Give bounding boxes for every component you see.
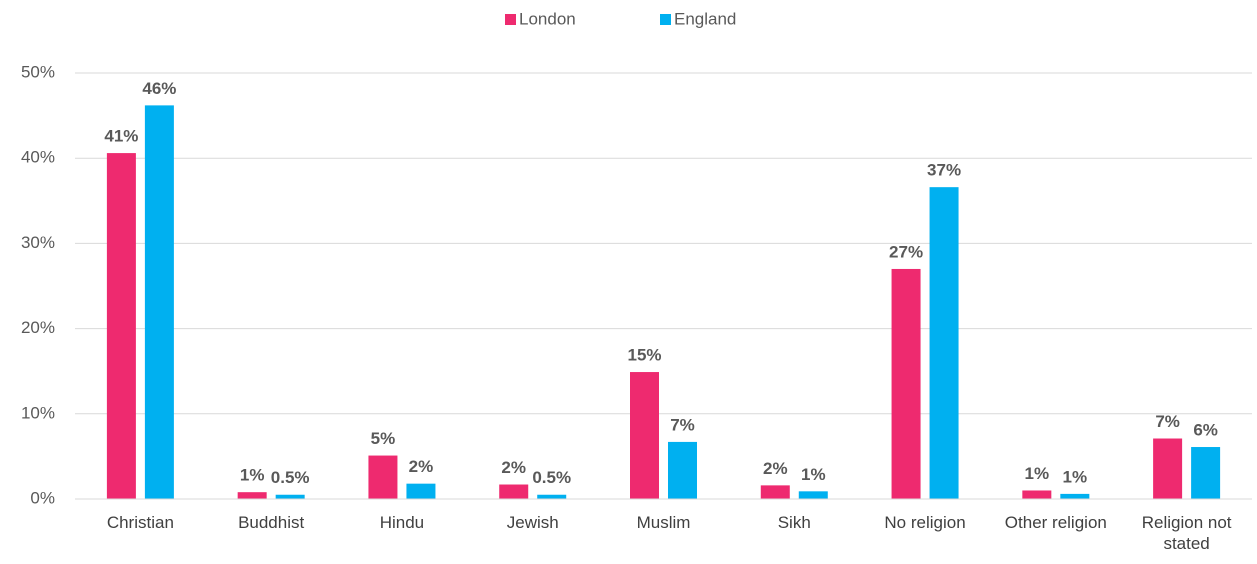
bar: [929, 187, 959, 499]
bar: [1191, 447, 1221, 499]
data-label: 46%: [142, 79, 176, 98]
bar: [630, 372, 659, 499]
bar: [537, 494, 567, 499]
legend-swatch: [505, 14, 516, 25]
data-label: 15%: [627, 346, 661, 365]
data-label: 2%: [763, 459, 788, 478]
data-label: 0.5%: [271, 468, 310, 487]
x-tick-label: Buddhist: [238, 513, 305, 532]
bar: [1060, 493, 1090, 499]
bar: [1022, 490, 1052, 499]
data-label: 37%: [927, 161, 961, 180]
bar: [106, 153, 136, 499]
legend-label: England: [674, 9, 736, 28]
data-label: 6%: [1193, 421, 1218, 440]
data-label: 1%: [801, 465, 826, 484]
legend-swatch: [660, 14, 671, 25]
data-label: 7%: [1155, 412, 1180, 431]
legend-label: London: [519, 9, 576, 28]
x-tick-label: Christian: [106, 513, 174, 532]
data-label: 7%: [670, 415, 695, 434]
bar: [798, 491, 828, 499]
bar: [406, 483, 436, 499]
data-label: 1%: [1025, 464, 1050, 483]
y-tick-label: 0%: [30, 488, 55, 507]
x-tick-label: Sikh: [777, 513, 811, 532]
data-label: 27%: [889, 242, 923, 261]
data-label: 41%: [104, 127, 138, 146]
bar: [368, 455, 398, 499]
y-tick-label: 10%: [21, 403, 55, 422]
data-label: 0.5%: [532, 468, 571, 487]
bar: [760, 485, 790, 499]
data-label: 1%: [1063, 467, 1088, 486]
bar: [144, 105, 174, 499]
bar: [237, 492, 267, 499]
y-tick-label: 50%: [21, 62, 55, 81]
data-label: 2%: [501, 458, 526, 477]
bar: [499, 484, 529, 499]
data-label: 1%: [240, 466, 265, 485]
bar: [891, 268, 921, 499]
y-tick-label: 30%: [21, 233, 55, 252]
x-tick-label: No religion: [884, 513, 966, 532]
bar: [1153, 438, 1183, 499]
bar: [668, 441, 697, 499]
x-tick-label: Jewish: [506, 513, 559, 532]
x-tick-label: Religion not stated: [1141, 513, 1232, 553]
data-label: 2%: [409, 457, 434, 476]
bar: [275, 494, 305, 499]
x-tick-label: Other religion: [1004, 513, 1107, 532]
x-tick-label: Hindu: [379, 513, 425, 532]
y-tick-label: 40%: [21, 148, 55, 167]
data-label: 5%: [371, 429, 396, 448]
y-tick-label: 20%: [21, 318, 55, 337]
x-tick-label: Muslim: [636, 513, 691, 532]
